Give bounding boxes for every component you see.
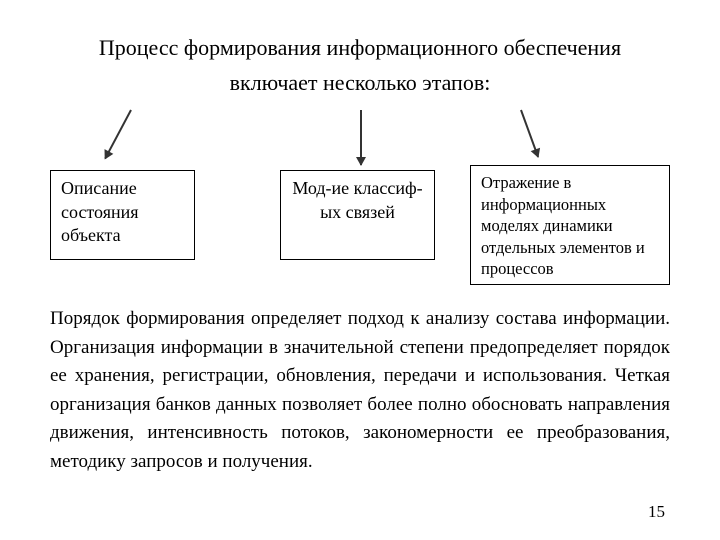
diagram-title: Процесс формирования информационного обе… — [50, 30, 670, 100]
page-number: 15 — [648, 502, 665, 522]
description-paragraph: Порядок формирования определяет подход к… — [50, 305, 670, 476]
flowchart-area: Описание состояния объекта Мод-ие класси… — [50, 110, 670, 280]
stage-box-3: Отражение в информационных моделях динам… — [470, 165, 670, 285]
arrow-to-box2 — [360, 110, 362, 165]
stage-box-1: Описание состояния объекта — [50, 170, 195, 260]
title-line-1: Процесс формирования информационного обе… — [99, 35, 621, 60]
stage-box-2: Мод-ие классиф-ых связей — [280, 170, 435, 260]
arrow-to-box3 — [520, 110, 539, 158]
stage-box-3-label: Отражение в информационных моделях динам… — [481, 172, 659, 279]
stage-box-1-label: Описание состояния объекта — [61, 177, 184, 247]
arrow-to-box1 — [104, 110, 132, 160]
stage-box-2-label: Мод-ие классиф-ых связей — [291, 177, 424, 224]
title-line-2: включает несколько этапов: — [230, 70, 491, 95]
